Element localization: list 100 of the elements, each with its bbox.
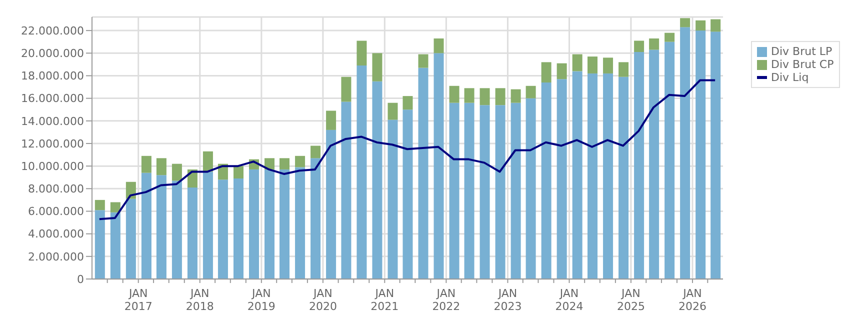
y-tick-label: 4.000.000 — [28, 228, 84, 241]
y-tick-label: 22.000.000 — [21, 24, 84, 38]
bar — [696, 20, 706, 31]
bar — [634, 52, 644, 279]
bar — [510, 102, 521, 279]
bar — [618, 62, 629, 77]
bar — [556, 63, 567, 80]
bar — [464, 88, 474, 103]
x-tick-label: JAN 2020 — [308, 287, 337, 313]
bar — [295, 167, 306, 279]
bar — [449, 86, 460, 103]
bar — [388, 102, 398, 120]
bar — [141, 156, 152, 173]
bar — [449, 102, 460, 279]
bar — [603, 73, 614, 279]
x-tick-label: JAN 2024 — [555, 287, 584, 313]
y-tick-label: 20.000.000 — [21, 47, 84, 60]
bar — [710, 19, 721, 32]
bar — [634, 40, 644, 52]
x-tick-label: JAN 2021 — [370, 287, 399, 313]
bar — [464, 102, 474, 279]
bar — [603, 58, 614, 74]
bar — [326, 110, 336, 130]
bar — [649, 50, 660, 279]
y-tick-label: 16.000.000 — [21, 92, 84, 106]
bar — [388, 120, 398, 279]
legend-label: Div Brut LP — [771, 45, 832, 58]
y-tick-label: 2.000.000 — [28, 250, 84, 264]
bar — [295, 156, 306, 168]
bar — [402, 110, 413, 279]
bar — [480, 105, 490, 279]
bar — [356, 66, 367, 279]
bar — [172, 164, 182, 181]
bar — [696, 30, 706, 279]
bar — [588, 56, 598, 74]
bar — [556, 79, 567, 279]
bar — [202, 172, 213, 279]
bar — [510, 89, 521, 103]
x-tick-label: JAN 2018 — [186, 287, 214, 313]
x-tick-label: JAN 2026 — [678, 287, 706, 313]
bar — [402, 96, 413, 110]
bar — [233, 166, 244, 178]
bar — [710, 32, 721, 279]
line-series — [98, 79, 716, 220]
y-tick-label: 10.000.000 — [21, 160, 84, 173]
x-tick-label: JAN 2023 — [494, 287, 522, 313]
bar — [664, 32, 675, 42]
x-tick-label: JAN 2017 — [124, 287, 152, 313]
bar — [280, 169, 290, 279]
bar — [572, 71, 582, 279]
bar — [94, 200, 105, 210]
bar — [495, 88, 506, 106]
bar — [126, 198, 136, 279]
bar — [310, 146, 321, 158]
x-tick-label: JAN 2019 — [247, 287, 276, 313]
bar — [372, 53, 382, 82]
bar — [280, 158, 290, 170]
bar — [418, 54, 428, 68]
bar — [588, 73, 598, 279]
bar — [202, 151, 213, 172]
bar — [156, 175, 166, 279]
y-tick-label: 8.000.000 — [28, 182, 84, 196]
bar — [187, 188, 198, 279]
bar — [572, 54, 582, 72]
bar — [541, 82, 552, 279]
bar — [418, 68, 428, 279]
legend-label: Div Liq — [771, 71, 809, 84]
bar — [495, 105, 506, 279]
y-tick-label: 14.000.000 — [21, 114, 84, 128]
bar — [264, 158, 275, 170]
bar — [372, 81, 382, 279]
x-tick-label: JAN 2022 — [432, 287, 460, 313]
bar — [664, 42, 675, 279]
bar — [680, 27, 690, 279]
bar — [618, 76, 629, 279]
bar — [341, 102, 352, 279]
bar — [434, 38, 444, 54]
bar — [480, 88, 490, 106]
bar — [649, 38, 660, 50]
bar — [434, 53, 444, 279]
bar — [141, 172, 152, 279]
bar — [680, 18, 690, 28]
x-tick-label: JAN 2025 — [616, 287, 645, 313]
bar — [233, 178, 244, 279]
bar — [541, 62, 552, 82]
bar — [526, 86, 536, 98]
bar — [156, 158, 166, 176]
bar — [526, 98, 536, 279]
legend-label: Div Brut CP — [771, 58, 834, 71]
bar — [94, 210, 105, 279]
y-tick-label: 12.000.000 — [21, 137, 84, 150]
bar — [110, 202, 120, 212]
bar — [341, 76, 352, 102]
y-tick-label: 6.000.000 — [28, 205, 84, 218]
bar — [172, 180, 182, 279]
bar — [218, 180, 228, 279]
y-tick-label: 18.000.000 — [21, 70, 84, 83]
bar — [310, 158, 321, 279]
y-tick-label: 0 — [77, 272, 84, 286]
bar — [326, 130, 336, 279]
